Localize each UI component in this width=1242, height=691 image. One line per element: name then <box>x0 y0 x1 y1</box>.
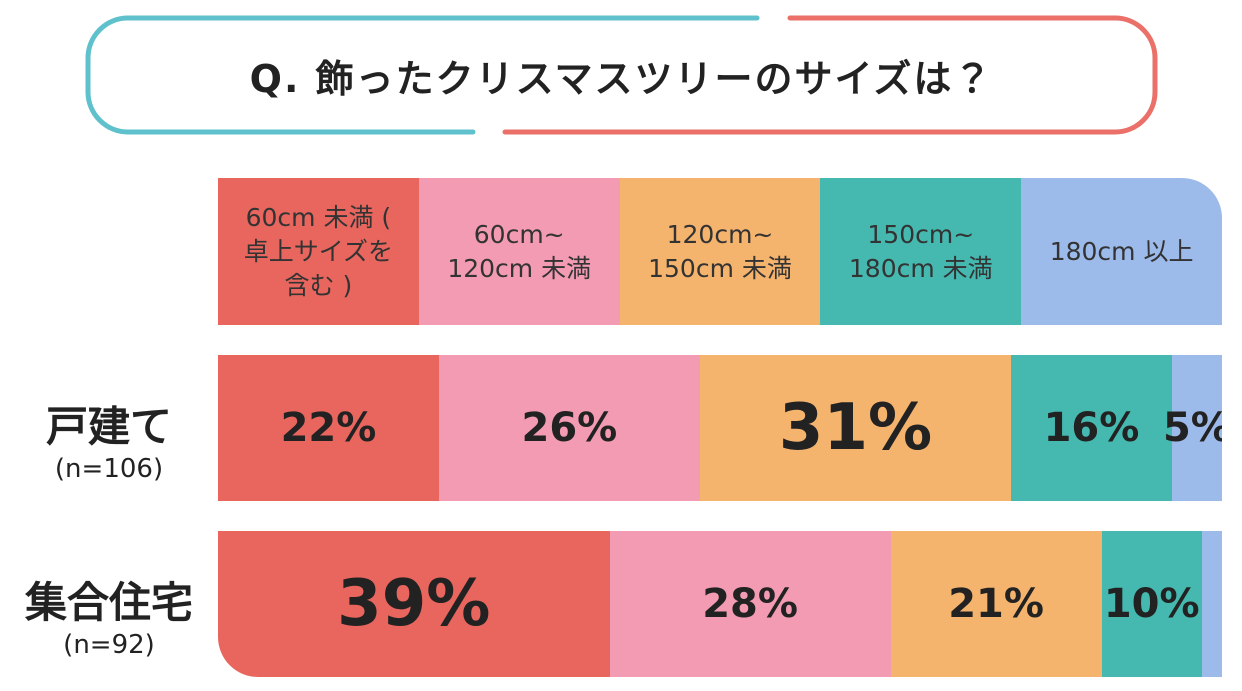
bar-segment: 10% <box>1101 531 1202 677</box>
title-frame <box>85 15 1158 135</box>
legend-item: 120cm~ 150cm 未満 <box>619 178 821 325</box>
value-label: 16% <box>1043 405 1140 451</box>
bar-row: 22% 26% 31% 16% 5% <box>218 355 1222 501</box>
legend: 60cm 未満 ( 卓上サイズを含む ) 60cm~ 120cm 未満 120cm~… <box>218 178 1222 325</box>
bar-segment: 31% <box>699 355 1012 501</box>
value-label: 26% <box>521 405 618 451</box>
bar-segment: 26% <box>438 355 700 501</box>
bar-segment: 22% <box>218 355 439 501</box>
bar-segment: 5% <box>1163 355 1222 501</box>
legend-item: 180cm 以上 <box>1021 178 1222 325</box>
bar-segment: 16% <box>1011 355 1172 501</box>
bar-segment: 39% <box>218 531 610 677</box>
value-label: 39% <box>337 567 491 641</box>
bar-segment <box>1201 531 1222 677</box>
legend-item: 60cm 未満 ( 卓上サイズを含む ) <box>218 178 419 325</box>
legend-item: 60cm~ 120cm 未満 <box>418 178 620 325</box>
category-name: 集合住宅 <box>24 578 193 627</box>
chart-title: Q. 飾ったクリスマスツリーのサイズは？ <box>249 56 994 101</box>
bar-row: 39% 28% 21% 10% <box>218 531 1222 677</box>
legend-item: 150cm~ 180cm 未満 <box>820 178 1022 325</box>
value-label: 5% <box>1162 405 1222 451</box>
value-label: 31% <box>778 391 933 465</box>
value-label: 21% <box>948 581 1044 627</box>
frame-left <box>85 15 760 135</box>
value-label: 28% <box>702 581 798 627</box>
category-note: (n=92) <box>63 630 155 660</box>
category-name: 戸建て <box>45 402 172 451</box>
value-label: 22% <box>280 405 377 451</box>
value-label: 10% <box>1103 581 1200 627</box>
category-label: 集合住宅 (n=92) <box>0 569 218 660</box>
frame-right <box>502 15 1158 135</box>
bar-segment: 21% <box>890 531 1102 677</box>
category-label: 戸建て (n=106) <box>0 393 218 484</box>
bar-segment: 28% <box>609 531 891 677</box>
category-note: (n=106) <box>54 454 164 484</box>
